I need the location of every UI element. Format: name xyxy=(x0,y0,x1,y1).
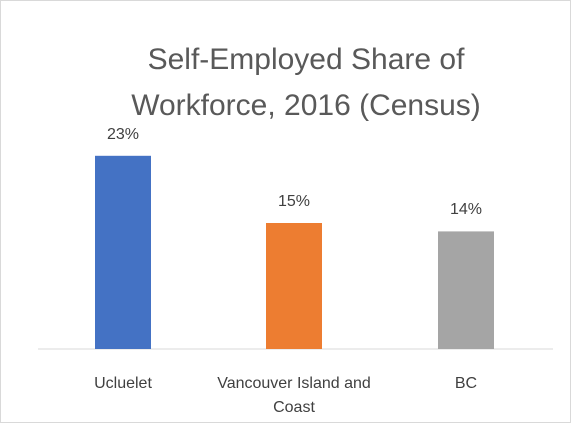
bar xyxy=(266,223,322,349)
x-tick-label: Vancouver Island and Coast xyxy=(217,375,371,416)
value-label: 15% xyxy=(277,193,311,210)
bar xyxy=(438,231,494,349)
value-label: 14% xyxy=(449,201,483,219)
bar xyxy=(95,155,151,349)
x-tick-label: BC xyxy=(454,375,478,392)
chart-title: Self-Employed Share of Workforce, 2016 (… xyxy=(131,43,481,122)
value-label: 23% xyxy=(106,125,140,143)
x-tick-label: Ucluelet xyxy=(94,375,152,392)
